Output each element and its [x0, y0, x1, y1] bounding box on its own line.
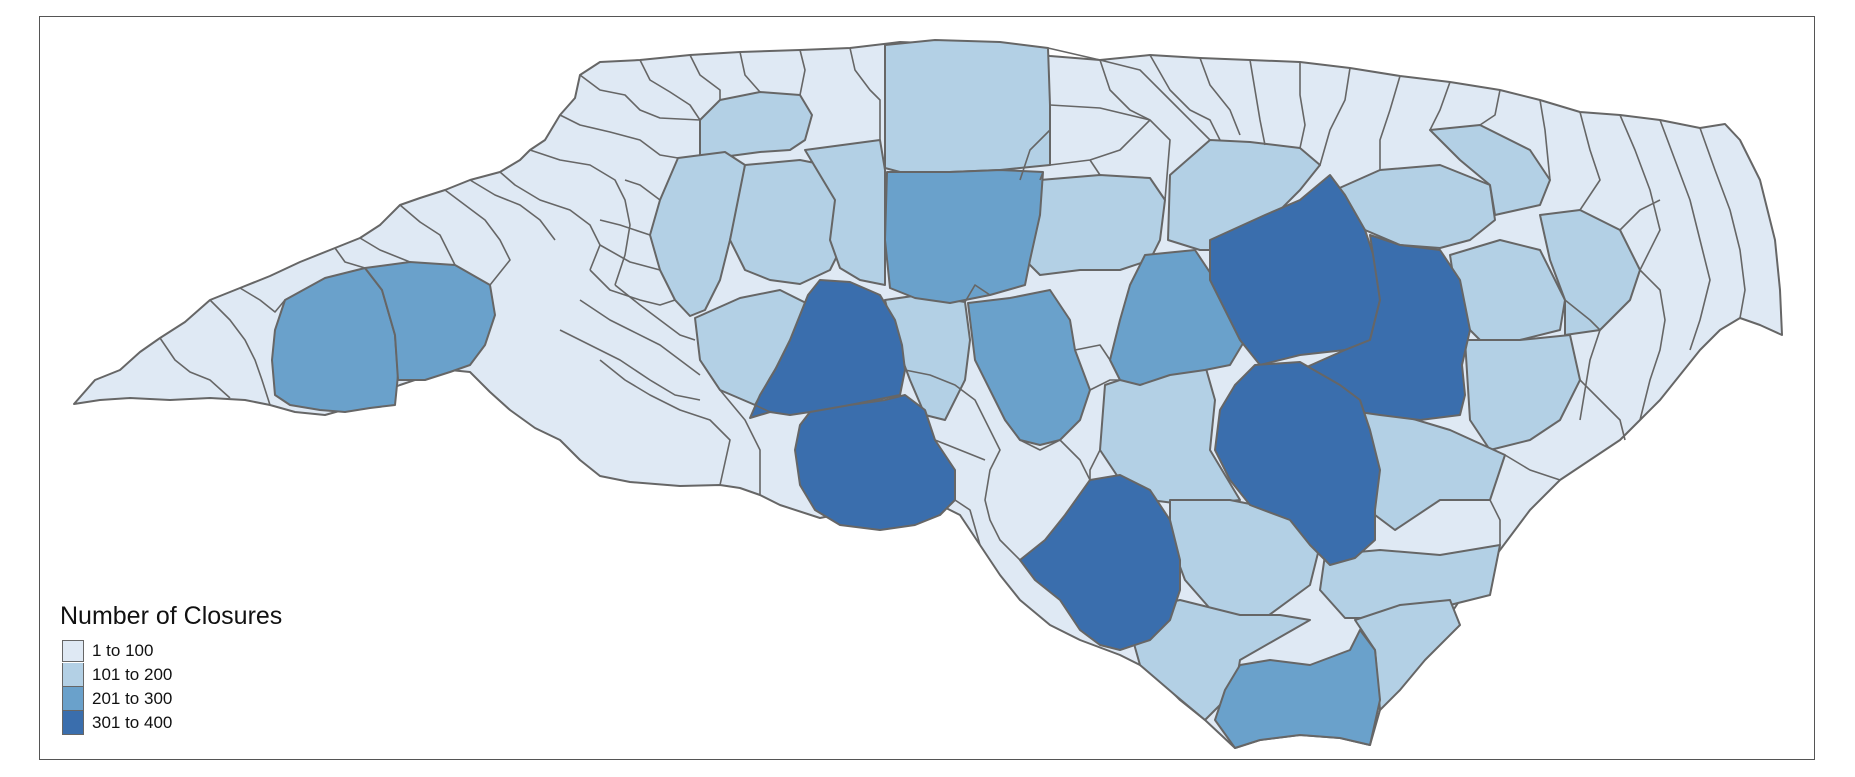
county-boundaries [159, 47, 1746, 561]
class-201-300-counties [271, 169, 1381, 749]
county-region [1334, 164, 1496, 249]
map-frame [39, 16, 1815, 760]
legend-item: 1 to 100 [60, 639, 282, 663]
class-301-400-counties [749, 174, 1471, 651]
county-region [884, 169, 1044, 304]
county-region [1464, 334, 1581, 451]
legend-swatch [62, 687, 84, 711]
class-101-200-counties [649, 39, 1641, 721]
legend-item: 301 to 400 [60, 711, 282, 735]
legend-swatch [62, 640, 84, 662]
county-region [1167, 139, 1321, 251]
county-region [1319, 544, 1501, 619]
county-region [967, 289, 1091, 446]
map-legend: Number of Closures 1 to 100 101 to 200 2… [60, 602, 282, 735]
legend-label: 301 to 400 [92, 713, 173, 732]
legend-swatch [62, 711, 84, 735]
county-region [1299, 234, 1471, 421]
county-region [884, 39, 1051, 173]
legend-title: Number of Closures [60, 602, 283, 630]
county-region [794, 394, 956, 531]
legend-item: 201 to 300 [60, 687, 282, 711]
legend-item: 101 to 200 [60, 663, 282, 687]
legend-label: 101 to 200 [92, 665, 173, 684]
legend-label: 201 to 300 [92, 689, 173, 708]
county-region [804, 139, 886, 286]
legend-label: 1 to 100 [92, 641, 154, 660]
county-region [1429, 124, 1551, 216]
county-region [1019, 474, 1181, 651]
county-region [1124, 599, 1311, 721]
legend-swatch [62, 663, 84, 687]
county-region [1214, 629, 1381, 749]
county-region [1214, 361, 1381, 566]
